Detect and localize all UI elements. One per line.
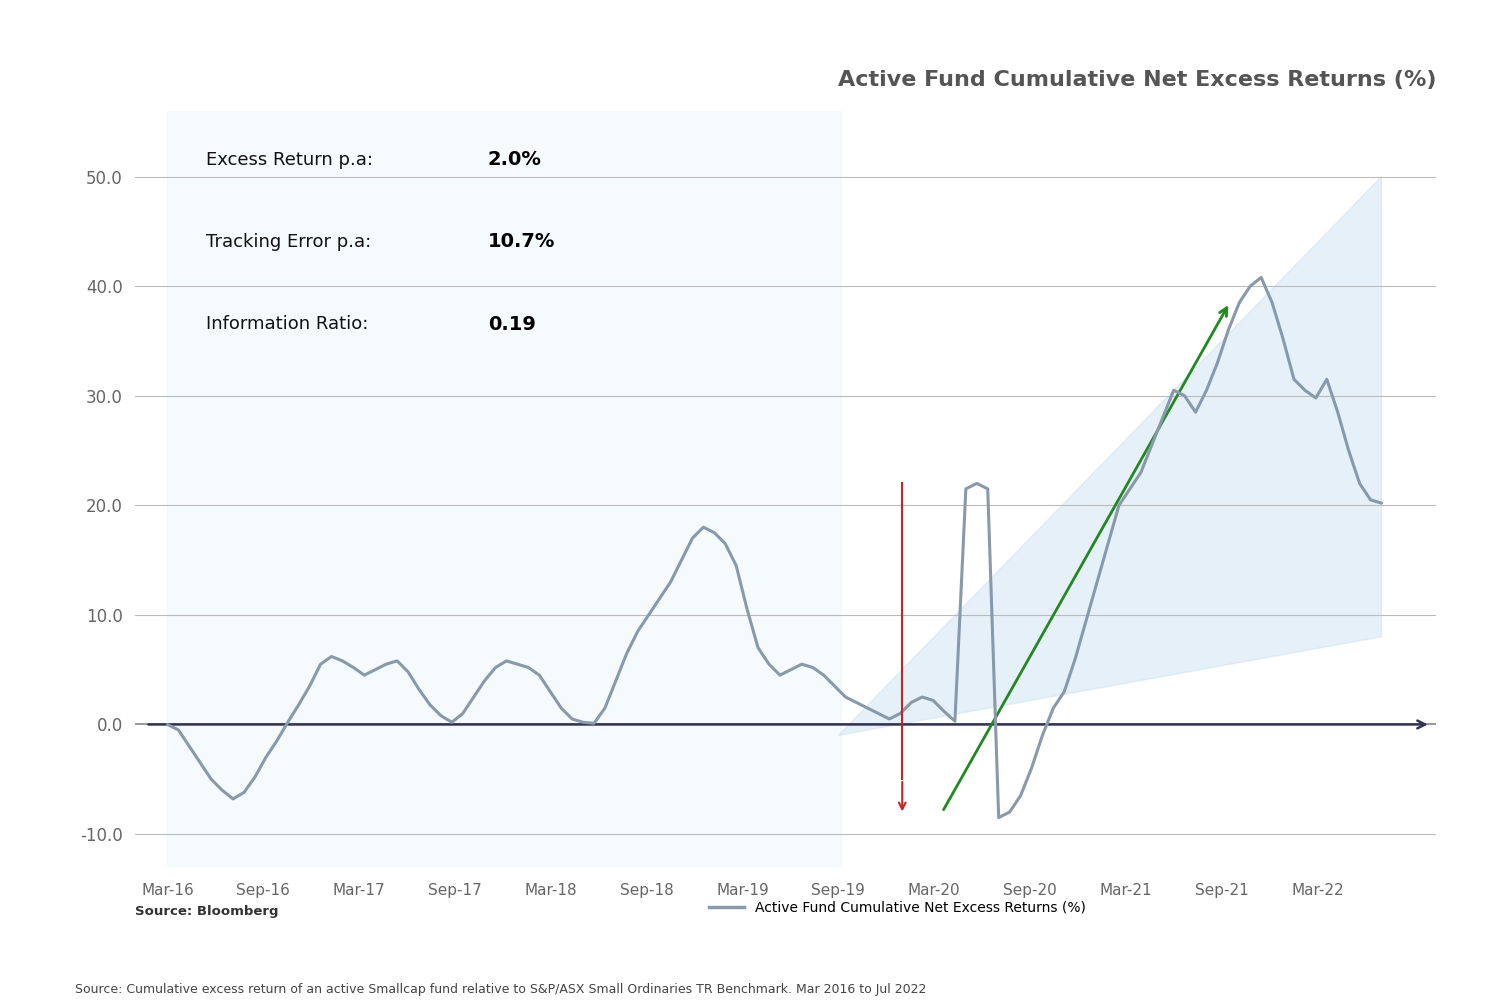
Text: Source: Bloomberg: Source: Bloomberg bbox=[135, 905, 278, 918]
Text: Source: Cumulative excess return of an active Smallcap fund relative to S&P/ASX : Source: Cumulative excess return of an a… bbox=[75, 984, 926, 996]
Text: Active Fund Cumulative Net Excess Returns (%): Active Fund Cumulative Net Excess Return… bbox=[838, 70, 1436, 90]
Text: 2.0%: 2.0% bbox=[488, 150, 542, 169]
Text: Information Ratio:: Information Ratio: bbox=[206, 316, 368, 334]
Text: Tracking Error p.a:: Tracking Error p.a: bbox=[206, 233, 371, 251]
Polygon shape bbox=[168, 111, 841, 867]
Text: Excess Return p.a:: Excess Return p.a: bbox=[206, 150, 374, 168]
Polygon shape bbox=[838, 176, 1381, 736]
Text: 10.7%: 10.7% bbox=[488, 233, 555, 251]
Legend: Active Fund Cumulative Net Excess Returns (%): Active Fund Cumulative Net Excess Return… bbox=[703, 895, 1092, 920]
Text: 0.19: 0.19 bbox=[488, 314, 536, 334]
